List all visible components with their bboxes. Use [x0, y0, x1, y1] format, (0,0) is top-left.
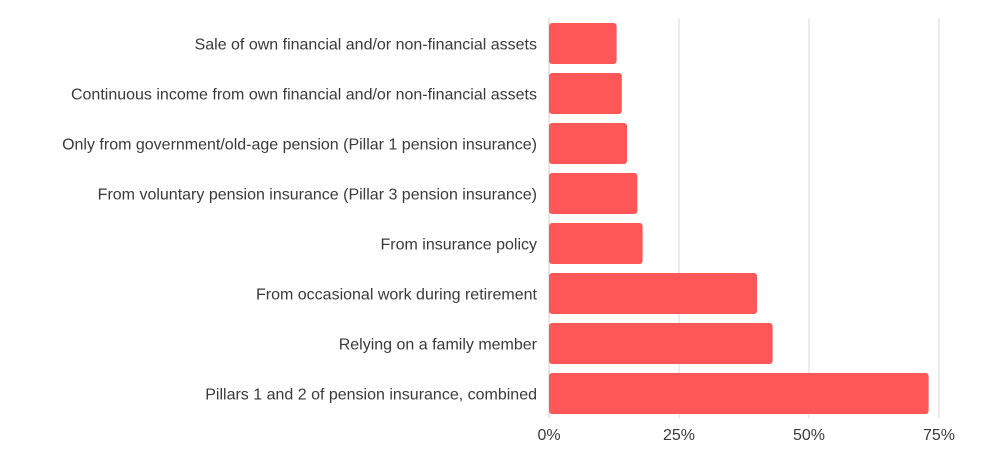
category-label: Sale of own financial and/or non-financi…: [195, 37, 537, 54]
category-label: From occasional work during retirement: [256, 287, 538, 304]
bar: [549, 123, 627, 164]
bar: [549, 223, 643, 264]
category-label: Relying on a family member: [339, 337, 538, 354]
x-tick-label: 75%: [923, 427, 955, 444]
x-tick-layer: 0% 25% 50% 75%: [537, 427, 955, 444]
bar: [549, 23, 617, 64]
bar-layer: [549, 23, 929, 414]
category-label: From insurance policy: [381, 237, 538, 254]
x-tick-label: 25%: [663, 427, 695, 444]
category-label: Only from government/old-age pension (Pi…: [62, 137, 537, 154]
category-label: Continuous income from own financial and…: [71, 87, 537, 104]
bar: [549, 73, 622, 114]
bar: [549, 373, 929, 414]
category-label: From voluntary pension insurance (Pillar…: [98, 187, 537, 204]
x-tick-label: 0%: [537, 427, 560, 444]
x-tick-label: 50%: [793, 427, 825, 444]
category-label-layer: Sale of own financial and/or non-financi…: [62, 37, 538, 404]
bar: [549, 273, 757, 314]
bar: [549, 173, 638, 214]
bar: [549, 323, 773, 364]
category-label: Pillars 1 and 2 of pension insurance, co…: [205, 387, 537, 404]
